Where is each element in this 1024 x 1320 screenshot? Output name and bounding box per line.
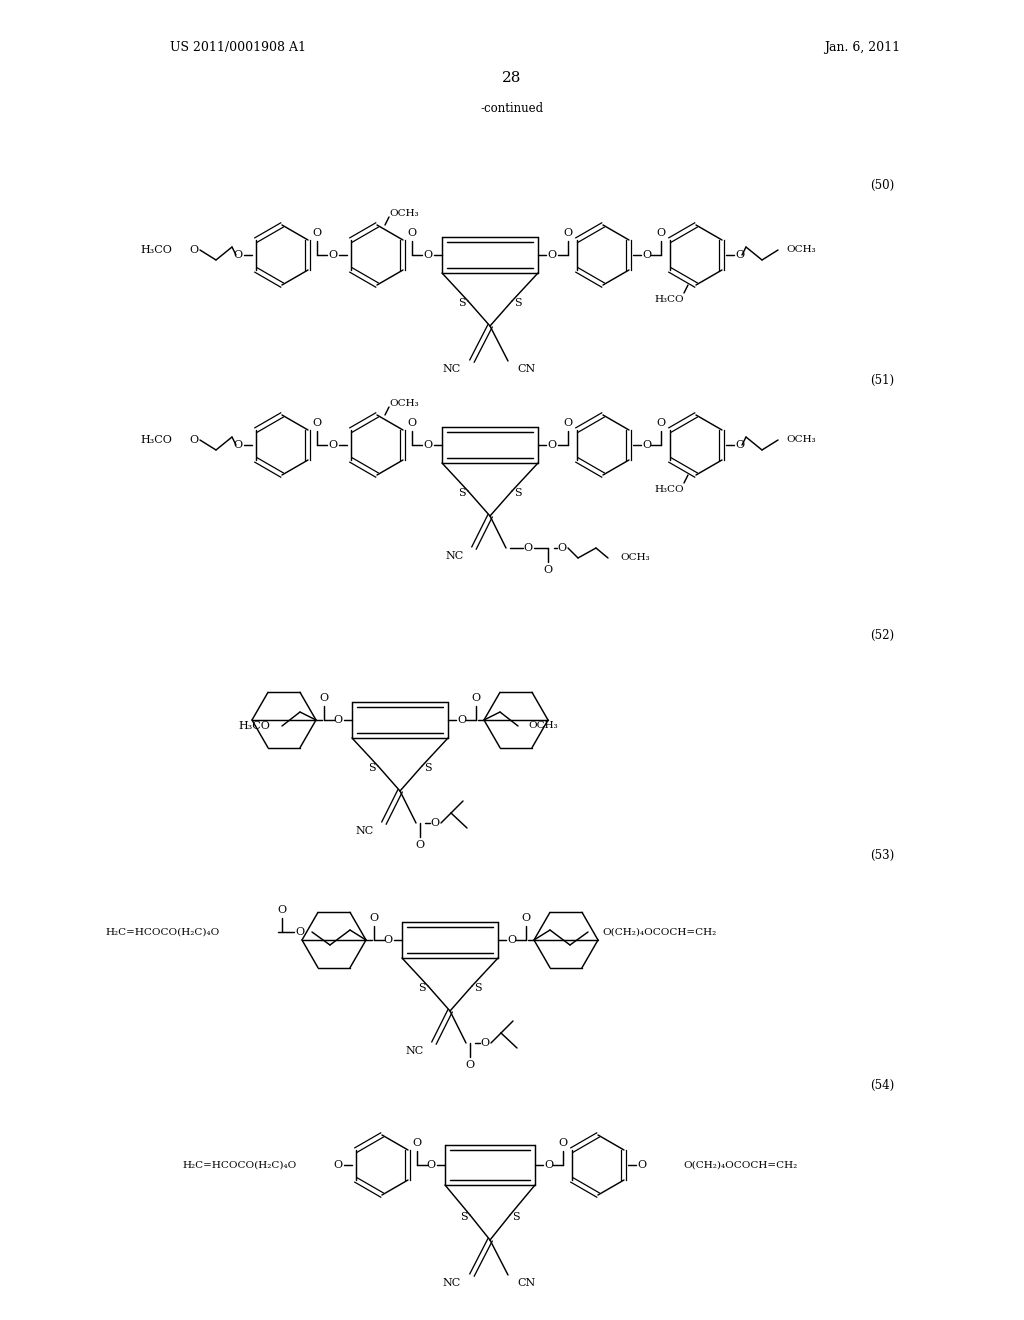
Text: O: O <box>312 228 322 238</box>
Text: O: O <box>642 249 651 260</box>
Text: NC: NC <box>445 550 464 561</box>
Text: OCH₃: OCH₃ <box>528 722 558 730</box>
Text: O: O <box>408 418 417 428</box>
Text: O: O <box>329 440 338 450</box>
Text: O: O <box>735 440 744 450</box>
Text: 28: 28 <box>503 71 521 84</box>
Text: O: O <box>189 436 199 445</box>
Text: Jan. 6, 2011: Jan. 6, 2011 <box>824 41 900 54</box>
Text: O: O <box>416 840 425 850</box>
Text: O: O <box>383 935 392 945</box>
Text: S: S <box>512 1212 520 1222</box>
Text: O(CH₂)₄OCOCH=CH₂: O(CH₂)₄OCOCH=CH₂ <box>683 1160 798 1170</box>
Text: O: O <box>642 440 651 450</box>
Text: NC: NC <box>442 364 461 374</box>
Text: O: O <box>334 715 343 725</box>
Text: O: O <box>548 440 557 450</box>
Text: NC: NC <box>442 1278 461 1288</box>
Text: -continued: -continued <box>480 102 544 115</box>
Text: H₃CO: H₃CO <box>140 436 172 445</box>
Text: O: O <box>278 906 287 915</box>
Text: S: S <box>458 488 466 498</box>
Text: OCH₃: OCH₃ <box>389 399 419 408</box>
Text: O: O <box>563 418 572 428</box>
Text: O: O <box>557 543 566 553</box>
Text: H₂C=HCOCO(H₂C)₄O: H₂C=HCOCO(H₂C)₄O <box>182 1160 297 1170</box>
Text: S: S <box>424 763 432 774</box>
Text: H₃CO: H₃CO <box>654 484 684 494</box>
Text: OCH₃: OCH₃ <box>620 553 649 562</box>
Text: O: O <box>548 249 557 260</box>
Text: O: O <box>424 440 432 450</box>
Text: S: S <box>514 488 522 498</box>
Text: OCH₃: OCH₃ <box>389 209 419 218</box>
Text: O: O <box>430 818 439 828</box>
Text: O: O <box>656 418 666 428</box>
Text: O: O <box>544 565 553 576</box>
Text: S: S <box>458 298 466 308</box>
Text: O: O <box>480 1038 489 1048</box>
Text: (52): (52) <box>870 628 894 642</box>
Text: O: O <box>319 693 329 704</box>
Text: OCH₃: OCH₃ <box>786 436 816 445</box>
Text: O: O <box>370 913 379 923</box>
Text: H₃CO: H₃CO <box>140 246 172 255</box>
Text: O: O <box>334 1160 343 1170</box>
Text: CN: CN <box>517 1278 536 1288</box>
Text: O: O <box>637 1160 646 1170</box>
Text: O(CH₂)₄OCOCH=CH₂: O(CH₂)₄OCOCH=CH₂ <box>602 928 716 936</box>
Text: NC: NC <box>406 1045 424 1056</box>
Text: H₂C=HCOCO(H₂C)₄O: H₂C=HCOCO(H₂C)₄O <box>105 928 220 936</box>
Text: O: O <box>558 1138 567 1148</box>
Text: H₃CO: H₃CO <box>654 294 684 304</box>
Text: O: O <box>189 246 199 255</box>
Text: O: O <box>545 1160 554 1170</box>
Text: O: O <box>563 228 572 238</box>
Text: H₃CO: H₃CO <box>239 721 270 731</box>
Text: NC: NC <box>356 826 374 836</box>
Text: (54): (54) <box>870 1078 894 1092</box>
Text: O: O <box>408 228 417 238</box>
Text: O: O <box>426 1160 435 1170</box>
Text: OCH₃: OCH₃ <box>786 246 816 255</box>
Text: O: O <box>233 440 243 450</box>
Text: S: S <box>514 298 522 308</box>
Text: O: O <box>312 418 322 428</box>
Text: S: S <box>418 983 426 993</box>
Text: O: O <box>735 249 744 260</box>
Text: O: O <box>413 1138 422 1148</box>
Text: O: O <box>329 249 338 260</box>
Text: S: S <box>474 983 482 993</box>
Text: O: O <box>233 249 243 260</box>
Text: O: O <box>296 927 304 937</box>
Text: (51): (51) <box>870 374 894 387</box>
Text: O: O <box>523 543 532 553</box>
Text: O: O <box>471 693 480 704</box>
Text: O: O <box>521 913 530 923</box>
Text: US 2011/0001908 A1: US 2011/0001908 A1 <box>170 41 306 54</box>
Text: (50): (50) <box>870 178 894 191</box>
Text: O: O <box>508 935 516 945</box>
Text: S: S <box>460 1212 468 1222</box>
Text: O: O <box>656 228 666 238</box>
Text: O: O <box>424 249 432 260</box>
Text: (53): (53) <box>870 849 894 862</box>
Text: O: O <box>466 1060 474 1071</box>
Text: CN: CN <box>517 364 536 374</box>
Text: S: S <box>369 763 376 774</box>
Text: O: O <box>458 715 467 725</box>
